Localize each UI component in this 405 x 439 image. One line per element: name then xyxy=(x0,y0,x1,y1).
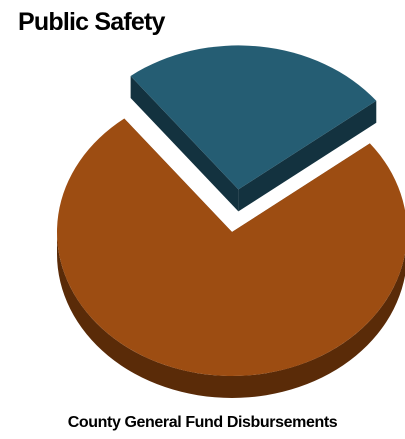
pie-slice-0-cut-1 xyxy=(238,100,377,212)
pie-slice-0-cut-0 xyxy=(130,75,239,212)
chart-title: Public Safety xyxy=(18,8,165,36)
pie-slice-1 xyxy=(57,118,405,376)
pie-slice-group-0 xyxy=(130,45,377,212)
pie-slice-group-1 xyxy=(57,118,405,398)
pie-slice-1-rim-0 xyxy=(57,232,405,398)
chart-caption: County General Fund Disbursements xyxy=(67,414,338,431)
pie-slice-0 xyxy=(130,45,377,190)
